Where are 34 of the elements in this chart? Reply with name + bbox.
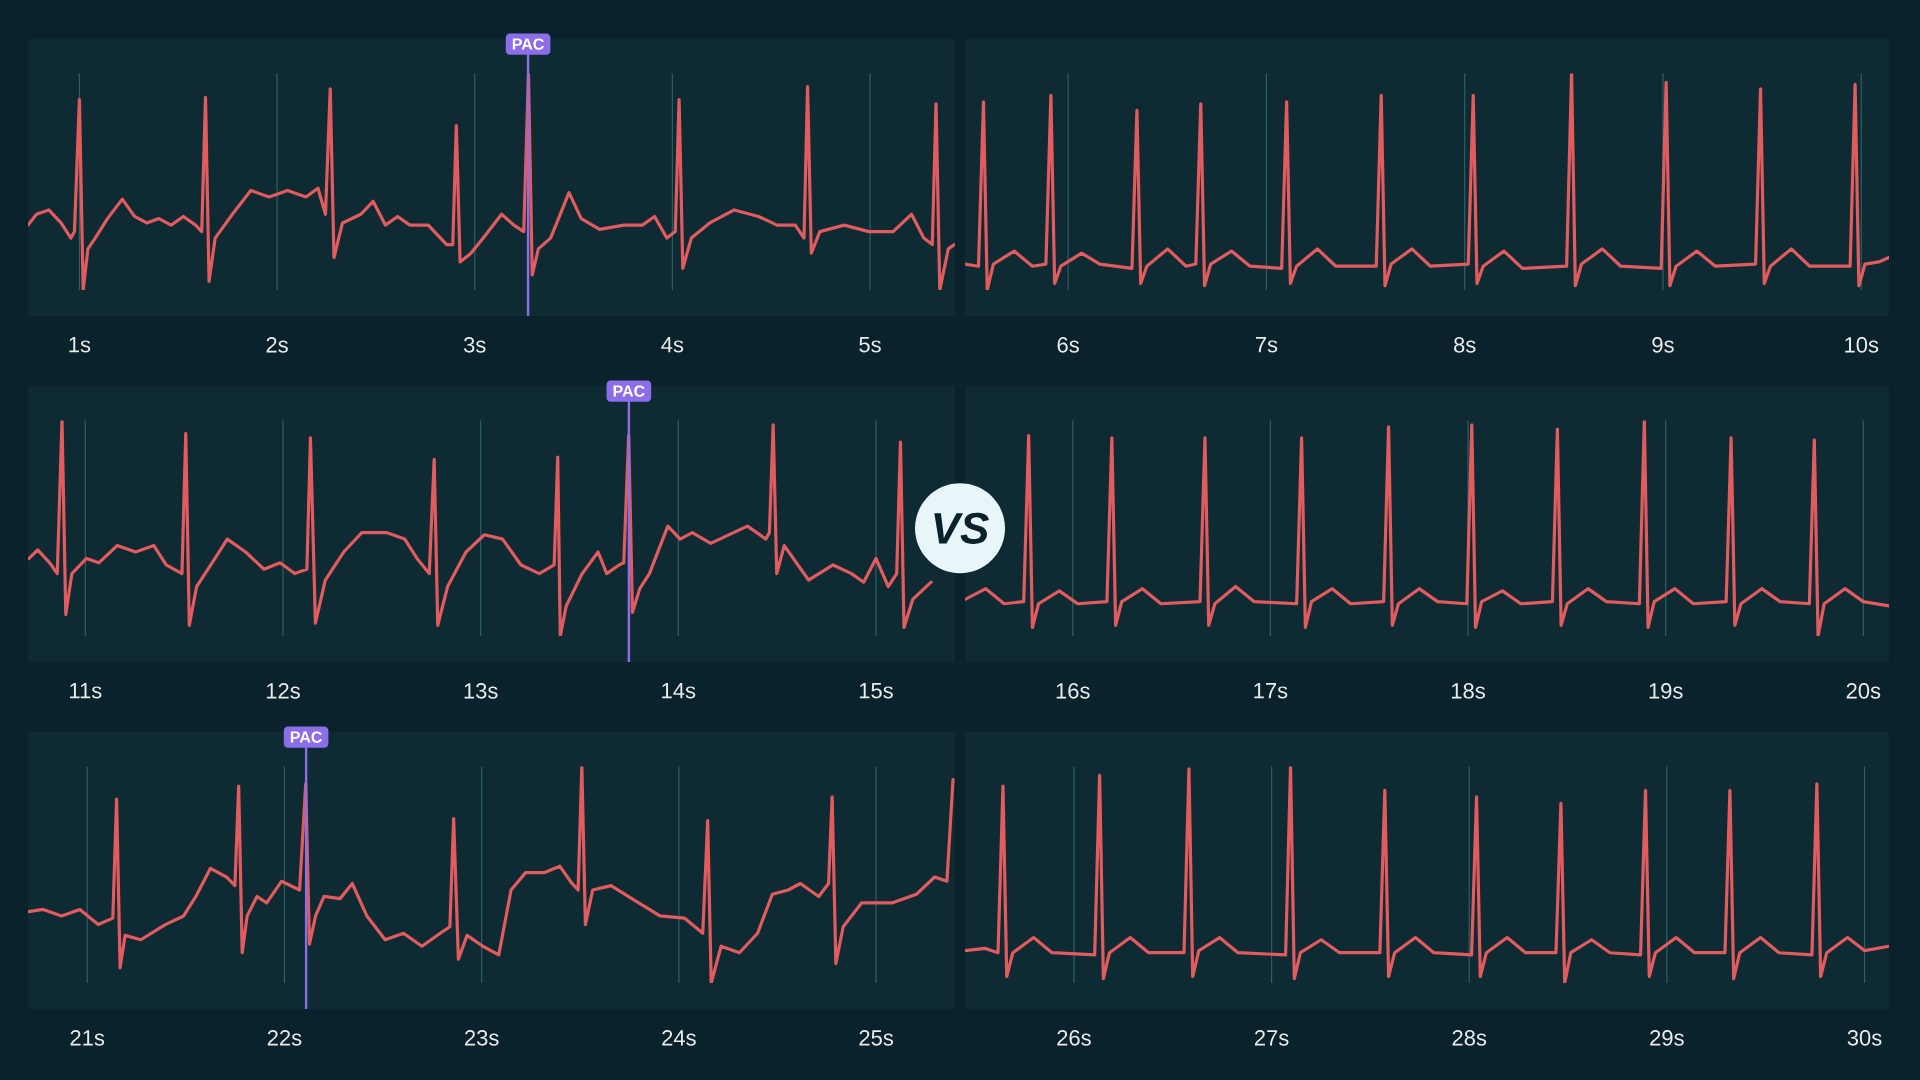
x-tick-label: 10s bbox=[1845, 337, 1879, 353]
x-tick-label: 24s bbox=[662, 1030, 696, 1046]
x-tick-label: 20s bbox=[1846, 683, 1881, 699]
ref-line-label: PAC bbox=[512, 38, 544, 50]
x-tick-label: 23s bbox=[465, 1030, 499, 1046]
x-tick-label: 25s bbox=[859, 1030, 894, 1046]
x-tick-label: 13s bbox=[464, 683, 498, 699]
x-tick-label: 26s bbox=[1057, 1030, 1091, 1046]
x-tick-label: 2s bbox=[266, 337, 288, 353]
x-tick-label: 5s bbox=[859, 337, 881, 353]
x-tick-label: 12s bbox=[266, 683, 300, 699]
x-tick-label: 15s bbox=[859, 683, 893, 699]
ref-line-label: PAC bbox=[290, 731, 322, 743]
x-tick-label: 6s bbox=[1057, 337, 1079, 353]
x-tick-label: 18s bbox=[1451, 683, 1485, 699]
x-tick-label: 8s bbox=[1454, 337, 1476, 353]
x-tick-label: 1s bbox=[69, 337, 91, 353]
x-tick-label: 14s bbox=[662, 683, 696, 699]
x-tick-label: 27s bbox=[1254, 1030, 1289, 1046]
x-tick-label: 21s bbox=[70, 1030, 105, 1046]
ref-line-label: PAC bbox=[613, 385, 645, 397]
x-tick-label: 17s bbox=[1254, 683, 1288, 699]
x-tick-label: 30s bbox=[1847, 1030, 1882, 1046]
annotation: VS bbox=[934, 512, 989, 544]
x-tick-label: 29s bbox=[1650, 1030, 1684, 1046]
x-tick-label: 19s bbox=[1649, 683, 1683, 699]
x-tick-label: 3s bbox=[463, 337, 486, 353]
x-tick-label: 4s bbox=[661, 337, 684, 353]
x-tick-label: 11s bbox=[70, 683, 102, 699]
x-tick-label: 16s bbox=[1056, 683, 1090, 699]
x-tick-label: 9s bbox=[1652, 337, 1674, 353]
x-tick-label: 22s bbox=[267, 1030, 302, 1046]
x-tick-label: 7s bbox=[1255, 337, 1278, 353]
x-tick-label: 28s bbox=[1452, 1030, 1487, 1046]
